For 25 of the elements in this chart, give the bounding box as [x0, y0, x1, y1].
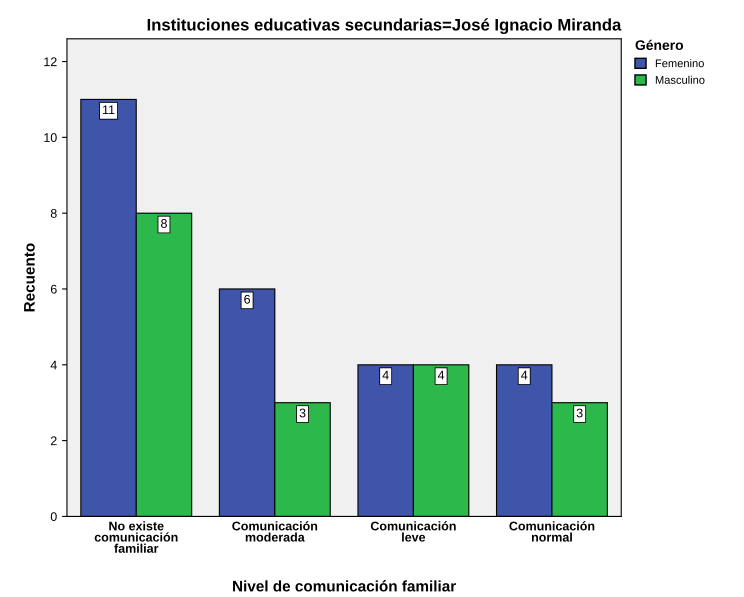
chart-title: Instituciones educativas secundarias=José Ignacio Miranda: [148, 18, 622, 34]
data-label: 6: [244, 294, 250, 304]
data-label: 11: [102, 105, 114, 114]
x-tick-label: Comunicación moderada: [232, 521, 318, 542]
y-tick-label: 12: [44, 57, 57, 66]
x-tick-label: Comunicación normal: [509, 521, 594, 542]
y-tick-label: 8: [50, 208, 57, 218]
y-tick-label: 10: [44, 133, 57, 142]
legend-title: Género: [636, 40, 684, 50]
legend-label: Femenino: [656, 59, 704, 68]
legend-label: Masculino: [656, 76, 705, 84]
data-label: 3: [576, 408, 583, 418]
x-tick-label: Comunicación leve: [370, 521, 456, 542]
x-axis-title: Nivel de comunicación familiar: [233, 580, 456, 592]
data-label: 4: [382, 370, 389, 380]
data-label: 8: [161, 219, 167, 228]
data-label: 4: [438, 370, 444, 380]
y-tick-label: 0: [50, 512, 57, 522]
y-tick-label: 4: [50, 360, 57, 370]
y-tick-label: 2: [50, 436, 57, 446]
data-label: 4: [521, 370, 528, 380]
x-tick-label: No existe comunicación familiar: [94, 521, 178, 553]
data-label: 3: [300, 408, 306, 418]
y-tick-label: 6: [50, 284, 57, 294]
y-axis-title: Recuento: [24, 243, 35, 312]
